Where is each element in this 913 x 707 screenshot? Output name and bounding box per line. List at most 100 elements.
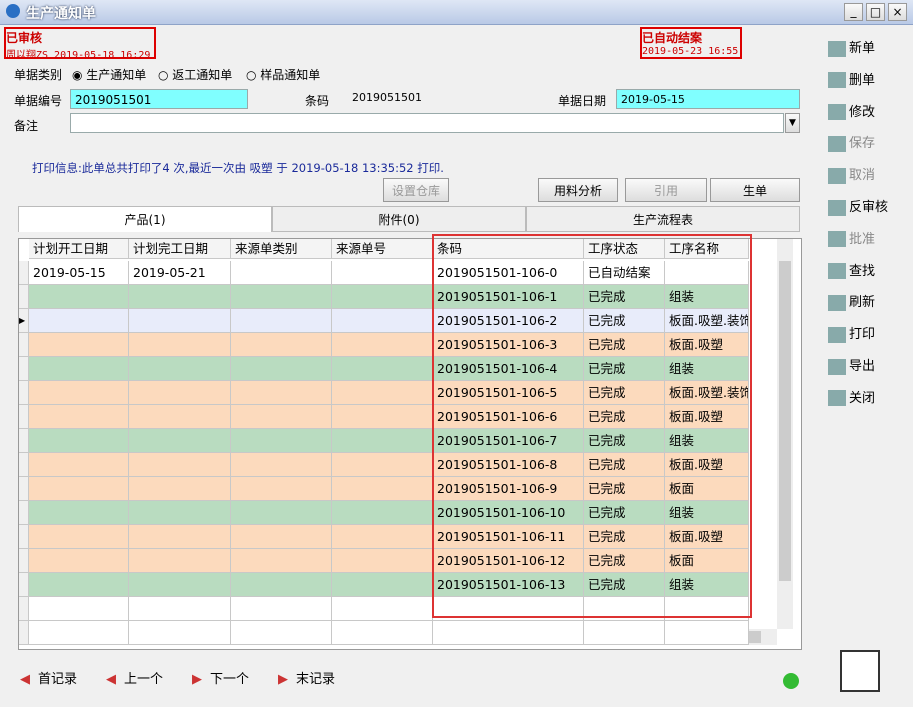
grid-cell[interactable] xyxy=(129,525,231,549)
grid-cell[interactable] xyxy=(231,285,332,309)
grid-cell[interactable] xyxy=(129,501,231,525)
grid-cell[interactable]: 2019051501-106-3 xyxy=(433,333,584,357)
grid-cell[interactable]: 2019051501-106-10 xyxy=(433,501,584,525)
grid-cell[interactable] xyxy=(29,405,129,429)
toolbar-button[interactable]: 关闭 xyxy=(828,388,875,410)
grid-cell[interactable]: 组装 xyxy=(665,285,749,309)
grid-cell[interactable] xyxy=(231,261,332,285)
toolbar-button[interactable]: 取消 xyxy=(828,165,875,187)
grid-cell[interactable] xyxy=(129,429,231,453)
grid-cell[interactable]: 板面 xyxy=(665,477,749,501)
grid-cell[interactable] xyxy=(231,477,332,501)
maximize-button[interactable]: □ xyxy=(866,3,885,21)
grid-cell[interactable] xyxy=(129,453,231,477)
toolbar-button[interactable]: 保存 xyxy=(828,133,875,155)
grid-cell[interactable]: 2019051501-106-9 xyxy=(433,477,584,501)
nav-button[interactable]: ◀ 上一个 xyxy=(106,672,164,687)
grid-cell[interactable] xyxy=(129,381,231,405)
grid-cell[interactable]: 已完成 xyxy=(584,429,665,453)
grid-cell[interactable] xyxy=(29,573,129,597)
grid-cell[interactable] xyxy=(584,621,665,645)
grid-cell[interactable] xyxy=(332,453,433,477)
grid-cell[interactable] xyxy=(433,621,584,645)
grid-cell[interactable] xyxy=(665,261,749,285)
button[interactable]: 用料分析 xyxy=(538,178,618,202)
grid-cell[interactable] xyxy=(29,285,129,309)
radio[interactable]: ○ 返工通知单 xyxy=(158,68,233,82)
grid-cell[interactable] xyxy=(332,333,433,357)
row-header[interactable] xyxy=(19,477,29,501)
toolbar-button[interactable]: 查找 xyxy=(828,261,875,283)
toolbar-button[interactable]: 修改 xyxy=(828,102,875,124)
grid-cell[interactable]: 2019051501-106-13 xyxy=(433,573,584,597)
nav-button[interactable]: ▶ 下一个 xyxy=(192,672,250,687)
row-header[interactable] xyxy=(19,405,29,429)
grid-cell[interactable] xyxy=(433,597,584,621)
grid-cell[interactable]: 2019051501-106-8 xyxy=(433,453,584,477)
grid-cell[interactable] xyxy=(129,477,231,501)
toolbar-button[interactable]: 反审核 xyxy=(828,197,888,219)
row-header[interactable] xyxy=(19,429,29,453)
grid-cell[interactable] xyxy=(332,309,433,333)
grid-cell[interactable] xyxy=(29,477,129,501)
row-header[interactable] xyxy=(19,525,29,549)
date-input[interactable]: 2019-05-15 xyxy=(616,89,800,109)
grid-cell[interactable] xyxy=(332,525,433,549)
row-header[interactable] xyxy=(19,261,29,285)
toolbar-button[interactable]: 刷新 xyxy=(828,292,875,314)
grid-cell[interactable] xyxy=(584,597,665,621)
row-header[interactable] xyxy=(19,549,29,573)
grid-cell[interactable]: 组装 xyxy=(665,501,749,525)
toolbar-button[interactable]: 导出 xyxy=(828,356,875,378)
grid-cell[interactable]: 已完成 xyxy=(584,381,665,405)
grid-cell[interactable] xyxy=(29,525,129,549)
grid-cell[interactable]: 组装 xyxy=(665,429,749,453)
grid-cell[interactable] xyxy=(29,549,129,573)
grid-cell[interactable] xyxy=(332,285,433,309)
grid-cell[interactable] xyxy=(332,429,433,453)
grid-cell[interactable] xyxy=(332,549,433,573)
row-header[interactable]: ▶ xyxy=(19,309,29,333)
grid-cell[interactable]: 已完成 xyxy=(584,477,665,501)
grid-cell[interactable] xyxy=(231,525,332,549)
grid-cell[interactable]: 2019051501-106-1 xyxy=(433,285,584,309)
grid-cell[interactable] xyxy=(665,621,749,645)
toolbar-button[interactable]: 打印 xyxy=(828,324,875,346)
grid-cell[interactable]: 2019051501-106-12 xyxy=(433,549,584,573)
grid-cell[interactable] xyxy=(29,333,129,357)
grid-cell[interactable]: 已完成 xyxy=(584,453,665,477)
grid-cell[interactable] xyxy=(332,477,433,501)
grid-cell[interactable] xyxy=(332,501,433,525)
grid-cell[interactable]: 2019051501-106-2 xyxy=(433,309,584,333)
nav-button[interactable]: ◀ 首记录 xyxy=(20,672,78,687)
grid-cell[interactable]: 板面.吸塑 xyxy=(665,453,749,477)
grid-cell[interactable] xyxy=(231,453,332,477)
grid-cell[interactable] xyxy=(231,333,332,357)
row-header[interactable] xyxy=(19,597,29,621)
tab[interactable]: 生产流程表 xyxy=(526,206,800,232)
v-scrollbar[interactable] xyxy=(777,239,793,629)
tab[interactable]: 产品(1) xyxy=(18,206,272,232)
grid-cell[interactable]: 板面 xyxy=(665,549,749,573)
grid-cell[interactable] xyxy=(129,357,231,381)
grid-cell[interactable]: 2019-05-21 xyxy=(129,261,231,285)
grid-cell[interactable] xyxy=(129,597,231,621)
number-input[interactable]: 2019051501 xyxy=(70,89,248,109)
row-header[interactable] xyxy=(19,573,29,597)
grid-cell[interactable]: 组装 xyxy=(665,357,749,381)
radio[interactable]: ◉ 生产通知单 xyxy=(72,68,147,82)
grid-cell[interactable]: 已完成 xyxy=(584,573,665,597)
grid-cell[interactable] xyxy=(231,621,332,645)
radio[interactable]: ○ 样品通知单 xyxy=(246,68,321,82)
grid-cell[interactable]: 已完成 xyxy=(584,501,665,525)
grid-cell[interactable] xyxy=(129,309,231,333)
grid-cell[interactable]: 已完成 xyxy=(584,285,665,309)
grid-cell[interactable] xyxy=(129,405,231,429)
grid-cell[interactable] xyxy=(129,333,231,357)
row-header[interactable] xyxy=(19,381,29,405)
grid-cell[interactable]: 2019-05-15 xyxy=(29,261,129,285)
grid-cell[interactable]: 2019051501-106-5 xyxy=(433,381,584,405)
button[interactable]: 引用 xyxy=(625,178,707,202)
grid-cell[interactable]: 已完成 xyxy=(584,525,665,549)
toolbar-button[interactable]: 新单 xyxy=(828,38,875,60)
